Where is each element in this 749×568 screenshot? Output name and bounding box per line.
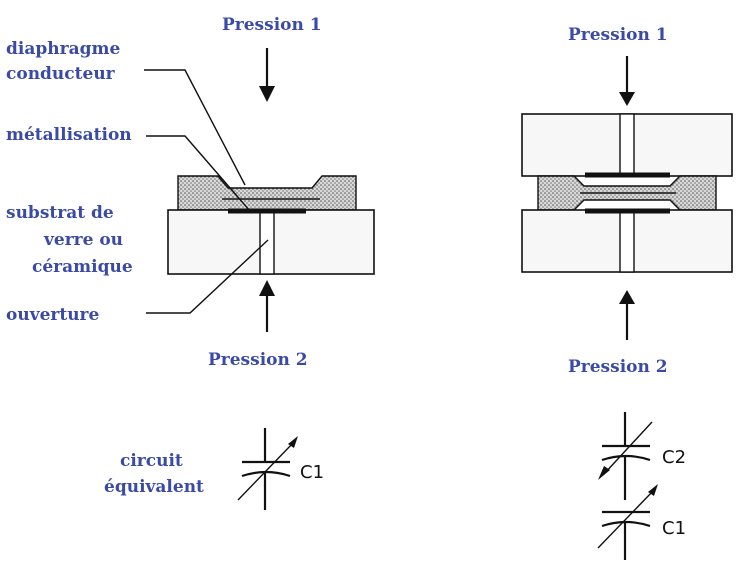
label-substrate-1: substrat de — [6, 203, 114, 223]
leader-diaphragm — [144, 69, 246, 186]
right-capacitor-c2-icon — [598, 412, 653, 500]
right-pressure-top-label: Pression 1 — [568, 25, 668, 45]
left-pressure-bottom-label: Pression 2 — [208, 350, 308, 370]
leader-opening — [146, 239, 269, 314]
circuit-label-2: équivalent — [104, 477, 204, 497]
right-sensor: Pression 1 Pression 2 C2 — [521, 25, 733, 560]
left-diaphragm — [177, 175, 357, 211]
right-arrow-down-icon — [619, 56, 635, 106]
right-capacitor-c2-label: C2 — [662, 447, 686, 468]
label-diaphragm-1: diaphragme — [6, 39, 120, 59]
left-arrow-down-icon — [259, 48, 275, 102]
label-substrate-2: verre ou — [43, 230, 123, 250]
right-arrow-up-icon — [619, 290, 635, 340]
right-bottom-opening — [619, 209, 635, 273]
left-capacitor-label: C1 — [300, 462, 324, 483]
left-opening — [259, 209, 275, 275]
right-capacitor-c1-label: C1 — [662, 518, 686, 539]
label-metallisation: métallisation — [6, 125, 132, 145]
left-arrow-up-icon — [259, 280, 275, 332]
leader-metallisation — [146, 135, 251, 212]
left-sensor: Pression 1 Pression 2 diaphragme conduct… — [6, 15, 375, 510]
left-pressure-top-label: Pression 1 — [222, 15, 322, 35]
circuit-label-1: circuit — [120, 451, 183, 471]
right-top-opening — [619, 113, 635, 177]
label-opening: ouverture — [6, 305, 100, 325]
left-variable-capacitor-icon — [237, 428, 298, 510]
label-substrate-3: céramique — [32, 257, 133, 277]
right-capacitor-c1-icon — [597, 484, 658, 560]
right-pressure-bottom-label: Pression 2 — [568, 357, 668, 377]
label-diaphragm-2: conducteur — [6, 64, 116, 84]
